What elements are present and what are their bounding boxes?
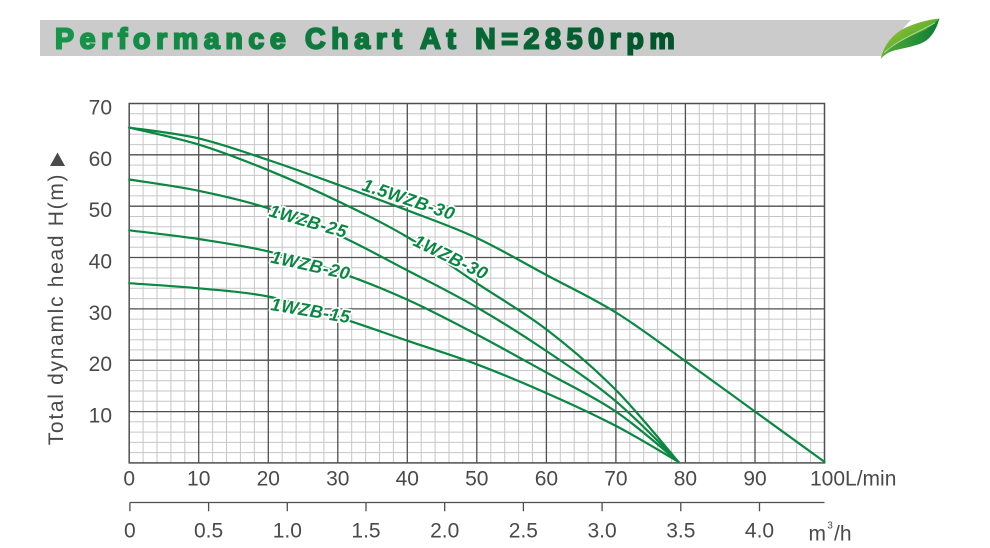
svg-text:4.0: 4.0 (745, 520, 774, 543)
svg-text:Performance Chart At N=2850rpm: Performance Chart At N=2850rpm (55, 24, 680, 56)
svg-text:20: 20 (89, 353, 112, 376)
svg-text:60: 60 (89, 148, 112, 171)
svg-text:10: 10 (89, 405, 112, 428)
svg-text:0.5: 0.5 (194, 520, 223, 543)
svg-text:70: 70 (604, 468, 627, 491)
svg-text:0: 0 (124, 520, 136, 543)
svg-text:70: 70 (89, 97, 112, 120)
svg-text:m: m (809, 523, 827, 546)
svg-text:60: 60 (535, 468, 558, 491)
svg-text:20: 20 (257, 468, 280, 491)
svg-text:30: 30 (89, 302, 112, 325)
svg-text:0: 0 (123, 468, 135, 491)
svg-text:/h: /h (834, 523, 852, 546)
svg-text:30: 30 (326, 468, 349, 491)
svg-text:3.5: 3.5 (666, 520, 695, 543)
svg-text:3.0: 3.0 (587, 520, 616, 543)
svg-text:50: 50 (89, 199, 112, 222)
svg-text:1.0: 1.0 (273, 520, 302, 543)
svg-text:40: 40 (396, 468, 419, 491)
svg-text:3: 3 (827, 521, 833, 532)
svg-text:80: 80 (674, 468, 697, 491)
svg-text:40: 40 (89, 251, 112, 274)
svg-text:10: 10 (187, 468, 210, 491)
svg-text:90: 90 (743, 468, 766, 491)
svg-text:50: 50 (465, 468, 488, 491)
svg-text:100L/min: 100L/min (810, 468, 896, 491)
svg-text:2.0: 2.0 (430, 520, 459, 543)
svg-text:2.5: 2.5 (509, 520, 538, 543)
svg-text:Total dynamlc head H(m): Total dynamlc head H(m) (45, 173, 68, 446)
svg-text:1.5: 1.5 (351, 520, 380, 543)
